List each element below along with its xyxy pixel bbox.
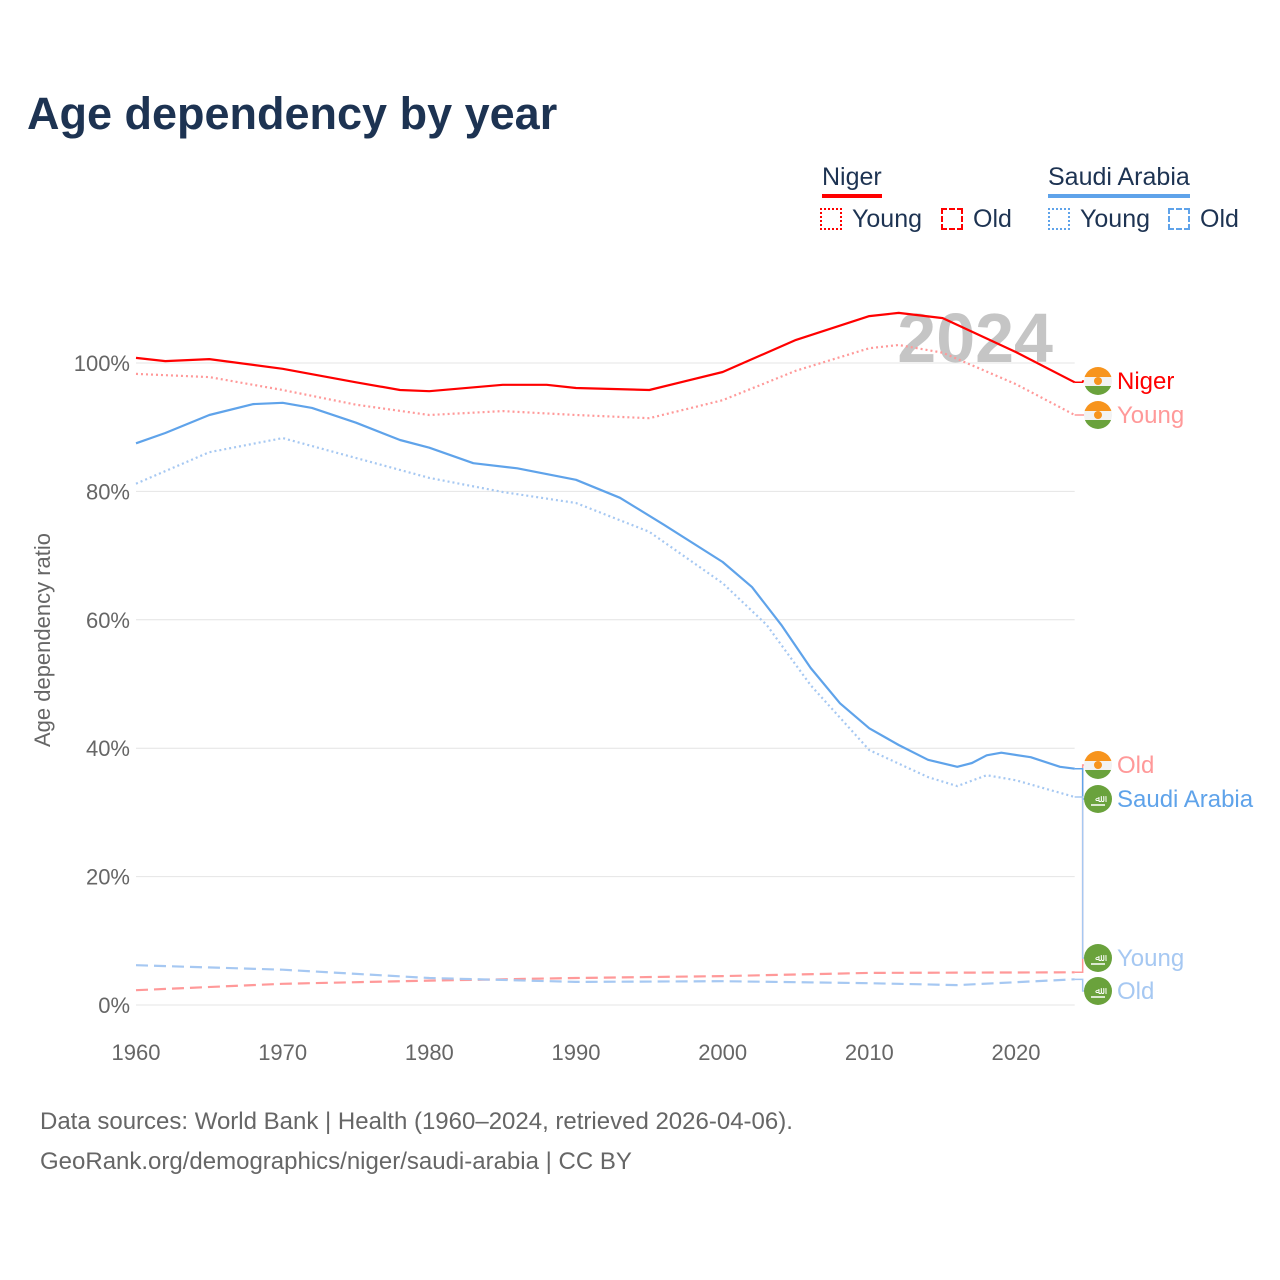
y-tick-label: 20% xyxy=(86,865,130,890)
x-tick-label: 2020 xyxy=(992,1040,1041,1065)
legend-label: Old xyxy=(973,205,1012,233)
niger-flag-icon xyxy=(1084,367,1112,377)
legend-saudi-old[interactable]: Old xyxy=(1168,205,1239,234)
series-end-label: Niger xyxy=(1117,368,1174,395)
year-watermark: 2024 xyxy=(897,299,1053,377)
footer-link[interactable]: GeoRank.org/demographics/niger/saudi-ara… xyxy=(40,1148,632,1175)
niger-flag-icon xyxy=(1094,761,1102,769)
y-tick-label: 100% xyxy=(74,351,130,376)
series-end-label: Old xyxy=(1117,978,1154,1005)
series-line xyxy=(135,311,1076,393)
legend-label: Old xyxy=(1200,205,1239,233)
x-tick-label: 2010 xyxy=(845,1040,894,1065)
legend-label: Young xyxy=(852,205,922,233)
series-line xyxy=(135,437,1076,799)
y-tick-label: 40% xyxy=(86,736,130,761)
y-tick-label: 0% xyxy=(98,993,130,1018)
chart-title: Age dependency by year xyxy=(27,88,558,139)
legend-saudi-young[interactable]: Young xyxy=(1048,205,1150,234)
saudi-flag-icon xyxy=(1084,944,1112,972)
legend-label: Young xyxy=(1080,205,1150,233)
legend-saudi-arabia[interactable]: Saudi Arabia xyxy=(1048,163,1190,198)
x-tick-label: 1970 xyxy=(258,1040,307,1065)
legend-niger[interactable]: Niger xyxy=(822,163,882,198)
x-tick-label: 1990 xyxy=(552,1040,601,1065)
series-end-label: Old xyxy=(1117,752,1154,779)
x-tick-label: 1980 xyxy=(405,1040,454,1065)
x-tick-label: 1960 xyxy=(112,1040,161,1065)
y-tick-label: 80% xyxy=(86,479,130,504)
series-line xyxy=(135,971,1075,992)
niger-flag-icon xyxy=(1084,770,1112,779)
y-axis-label: Age dependency ratio xyxy=(30,533,55,747)
series-end-label: Saudi Arabia xyxy=(1117,786,1254,813)
dotted-swatch-icon xyxy=(820,208,842,230)
series-end-label: Young xyxy=(1117,945,1184,972)
dashed-swatch-icon xyxy=(1168,208,1190,230)
niger-flag-icon xyxy=(1084,401,1112,411)
series-line xyxy=(135,343,1076,420)
x-tick-label: 2000 xyxy=(698,1040,747,1065)
dotted-swatch-icon xyxy=(1048,208,1070,230)
niger-flag-icon xyxy=(1094,377,1102,385)
legend-niger-old[interactable]: Old xyxy=(941,205,1012,234)
niger-flag-icon xyxy=(1084,420,1112,429)
series-line xyxy=(135,401,1075,770)
legend-niger-young[interactable]: Young xyxy=(820,205,922,234)
saudi-flag-icon xyxy=(1084,977,1112,1005)
niger-flag-icon xyxy=(1084,751,1112,761)
niger-flag-icon xyxy=(1094,411,1102,419)
series-line xyxy=(135,964,1075,987)
saudi-flag-icon xyxy=(1084,785,1112,813)
dashed-swatch-icon xyxy=(941,208,963,230)
y-tick-label: 60% xyxy=(86,608,130,633)
footer-sources: Data sources: World Bank | Health (1960–… xyxy=(40,1108,793,1135)
label-connector xyxy=(1074,796,1090,959)
series-end-label: Young xyxy=(1117,402,1184,429)
niger-flag-icon xyxy=(1084,386,1112,395)
